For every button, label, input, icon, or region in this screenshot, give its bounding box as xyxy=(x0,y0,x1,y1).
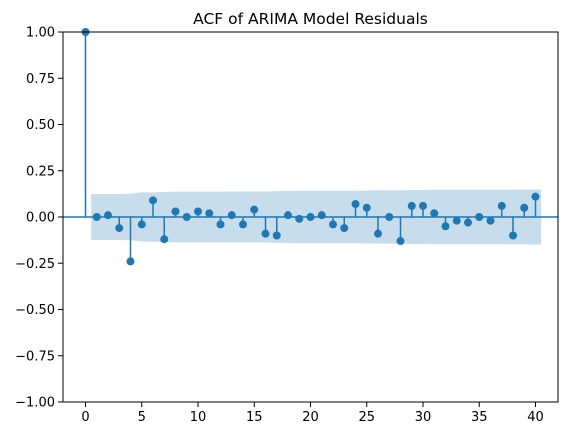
acf-marker-lag-3 xyxy=(115,224,124,233)
acf-marker-lag-31 xyxy=(430,209,439,218)
acf-marker-lag-10 xyxy=(194,207,202,216)
x-tick-label-5: 5 xyxy=(138,410,146,425)
acf-marker-lag-2 xyxy=(104,211,112,220)
acf-marker-lag-40 xyxy=(531,192,540,201)
x-tick-label-10: 10 xyxy=(190,410,207,425)
acf-marker-lag-22 xyxy=(329,220,337,229)
x-tick-label-0: 0 xyxy=(81,410,89,425)
acf-marker-lag-38 xyxy=(509,231,517,240)
acf-marker-lag-20 xyxy=(306,213,315,221)
y-tick-label-6: −0.50 xyxy=(15,303,55,318)
acf-marker-lag-28 xyxy=(396,237,405,246)
acf-marker-lag-30 xyxy=(419,201,427,210)
acf-marker-lag-32 xyxy=(441,222,450,231)
acf-marker-lag-26 xyxy=(374,229,382,238)
y-tick-label-3: 0.25 xyxy=(26,164,55,179)
x-tick-label-40: 40 xyxy=(527,410,544,425)
y-tick-label-5: −0.25 xyxy=(15,257,55,272)
x-tick-label-15: 15 xyxy=(246,410,263,425)
acf-marker-lag-4 xyxy=(126,257,135,266)
acf-marker-lag-14 xyxy=(239,220,247,229)
x-tick-label-35: 35 xyxy=(471,410,488,425)
acf-marker-lag-34 xyxy=(464,218,472,227)
acf-marker-lag-39 xyxy=(520,203,529,212)
acf-marker-lag-13 xyxy=(227,211,236,220)
acf-marker-lag-35 xyxy=(475,213,484,221)
acf-marker-lag-25 xyxy=(362,203,371,212)
y-tick-label-8: −1.00 xyxy=(15,396,55,411)
acf-marker-lag-27 xyxy=(385,213,394,221)
x-tick-label-30: 30 xyxy=(415,410,432,425)
x-tick-label-25: 25 xyxy=(358,410,375,425)
acf-marker-lag-17 xyxy=(272,231,281,240)
y-tick-label-0: 1.00 xyxy=(26,26,55,41)
acf-marker-lag-16 xyxy=(261,229,270,238)
acf-marker-lag-33 xyxy=(452,216,461,225)
y-tick-label-7: −0.75 xyxy=(15,349,55,364)
y-tick-label-4: 0.00 xyxy=(26,211,55,226)
acf-marker-lag-19 xyxy=(295,214,304,223)
acf-marker-lag-7 xyxy=(160,235,169,244)
acf-marker-lag-15 xyxy=(250,205,259,214)
y-tick-label-2: 0.50 xyxy=(26,118,55,133)
acf-marker-lag-8 xyxy=(171,207,180,216)
acf-marker-lag-1 xyxy=(92,213,101,221)
acf-marker-lag-18 xyxy=(284,211,292,220)
acf-marker-lag-5 xyxy=(137,220,146,229)
acf-marker-lag-21 xyxy=(317,211,326,220)
x-tick-label-20: 20 xyxy=(302,410,319,425)
acf-marker-lag-23 xyxy=(340,224,349,233)
acf-marker-lag-36 xyxy=(486,216,495,225)
y-tick-label-1: 0.75 xyxy=(26,72,55,87)
axes: 0 5 10 15 20 25 30 35 40 1.00 0.75 0.50 0.25 0.00 −0.2… xyxy=(15,26,559,425)
acf-marker-lag-9 xyxy=(182,213,191,221)
acf-marker-lag-11 xyxy=(205,209,214,218)
acf-marker-lag-29 xyxy=(407,201,416,210)
acf-marker-lag-37 xyxy=(497,201,506,210)
plot-area xyxy=(63,28,558,266)
acf-marker-lag-24 xyxy=(351,200,360,209)
chart-title: ACF of ARIMA Model Residuals xyxy=(193,10,428,28)
acf-marker-lag-12 xyxy=(216,220,225,229)
acf-marker-lag-6 xyxy=(149,196,157,205)
